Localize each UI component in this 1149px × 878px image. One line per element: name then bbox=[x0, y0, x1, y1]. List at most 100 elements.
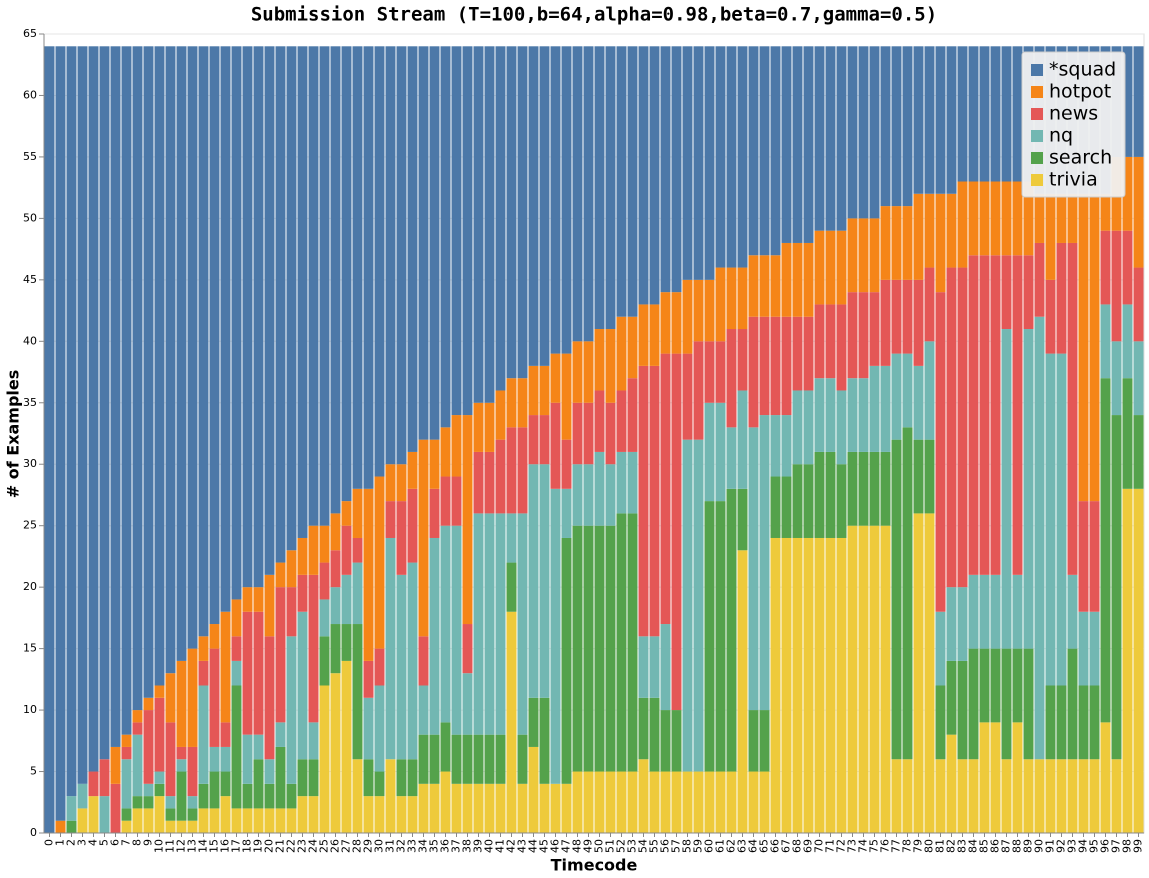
bar-segment bbox=[143, 783, 154, 797]
bar-segment bbox=[451, 415, 462, 477]
bar-segment bbox=[671, 292, 682, 354]
x-tick-label: 89 bbox=[1022, 839, 1035, 853]
bar-segment bbox=[253, 808, 264, 833]
bar-segment bbox=[1122, 304, 1133, 379]
bar-segment bbox=[836, 304, 847, 391]
bar-segment bbox=[825, 378, 836, 452]
bar-segment bbox=[1023, 181, 1034, 256]
x-tick-label: 91 bbox=[1044, 839, 1057, 853]
bar-segment bbox=[176, 759, 187, 772]
bar-segment bbox=[1045, 193, 1056, 280]
bar-segment bbox=[506, 611, 517, 833]
bar-segment bbox=[715, 402, 726, 502]
bar-segment bbox=[484, 402, 495, 452]
bar-segment bbox=[308, 796, 319, 833]
y-tick-label: 60 bbox=[23, 88, 37, 101]
bar-segment bbox=[891, 759, 902, 833]
bar-segment bbox=[836, 230, 847, 305]
bar-segment bbox=[781, 476, 792, 538]
bar-segment bbox=[858, 378, 869, 452]
y-tick-label: 15 bbox=[23, 642, 37, 655]
bar-segment bbox=[77, 783, 88, 809]
bar-segment bbox=[506, 513, 517, 563]
bar-segment bbox=[1122, 230, 1133, 305]
bar-segment bbox=[451, 734, 462, 784]
bar-segment bbox=[154, 46, 165, 686]
bar-segment bbox=[1067, 648, 1078, 760]
bar-segment bbox=[825, 230, 836, 305]
x-tick-label: 37 bbox=[450, 839, 463, 853]
bar-segment bbox=[913, 279, 924, 366]
x-tick-label: 94 bbox=[1077, 839, 1090, 853]
bar-segment bbox=[869, 365, 880, 452]
bar-segment bbox=[1012, 574, 1023, 649]
x-tick-label: 31 bbox=[384, 839, 397, 853]
bar-segment bbox=[803, 537, 814, 833]
bar-segment bbox=[264, 808, 275, 833]
bar-segment bbox=[363, 796, 374, 833]
x-tick-label: 41 bbox=[494, 839, 507, 853]
x-tick-label: 75 bbox=[868, 839, 881, 853]
bar-segment bbox=[715, 341, 726, 403]
x-tick-label: 80 bbox=[923, 839, 936, 853]
bar-segment bbox=[418, 46, 429, 440]
bar-segment bbox=[1078, 193, 1089, 502]
bar-segment bbox=[858, 525, 869, 833]
legend-swatch bbox=[1031, 108, 1043, 120]
bar-segment bbox=[132, 710, 143, 723]
bar-segment bbox=[110, 783, 121, 833]
y-tick-label: 50 bbox=[23, 211, 37, 224]
bar-segment bbox=[979, 574, 990, 649]
bar-segment bbox=[506, 378, 517, 428]
bar-segment bbox=[363, 697, 374, 760]
bar-segment bbox=[693, 341, 704, 440]
bar-segment bbox=[957, 181, 968, 268]
bar-segment bbox=[979, 648, 990, 723]
bar-segment bbox=[462, 734, 473, 784]
bar-segment bbox=[957, 267, 968, 588]
x-tick-label: 16 bbox=[219, 839, 232, 853]
x-tick-label: 27 bbox=[340, 839, 353, 853]
bar-segment bbox=[803, 464, 814, 538]
bar-segment bbox=[1089, 759, 1100, 833]
x-tick-label: 50 bbox=[593, 839, 606, 853]
bar-segment bbox=[385, 46, 396, 465]
bar-segment bbox=[759, 771, 770, 833]
x-tick-label: 46 bbox=[549, 839, 562, 853]
bar-segment bbox=[726, 329, 737, 428]
bar-segment bbox=[880, 525, 891, 833]
bar-segment bbox=[968, 759, 979, 833]
bar-segment bbox=[583, 525, 594, 772]
x-tick-label: 36 bbox=[439, 839, 452, 853]
x-tick-label: 78 bbox=[901, 839, 914, 853]
bar-segment bbox=[627, 378, 638, 452]
bar-segment bbox=[660, 46, 671, 293]
bar-segment bbox=[649, 365, 660, 637]
bar-segment bbox=[847, 378, 858, 452]
bar-segment bbox=[638, 365, 649, 637]
bar-segment bbox=[572, 771, 583, 833]
bar-segment bbox=[715, 501, 726, 772]
bar-segment bbox=[407, 562, 418, 760]
bar-segment bbox=[935, 292, 946, 612]
bar-segment bbox=[660, 771, 671, 833]
bar-segment bbox=[902, 206, 913, 280]
x-tick-label: 22 bbox=[285, 839, 298, 853]
bar-segment bbox=[187, 796, 198, 809]
bar-segment bbox=[341, 660, 352, 833]
bar-segment bbox=[594, 390, 605, 452]
bar-segment bbox=[231, 636, 242, 661]
bar-segment bbox=[286, 783, 297, 809]
bar-segment bbox=[418, 636, 429, 686]
x-tick-label: 69 bbox=[802, 839, 815, 853]
bar-segment bbox=[198, 783, 209, 809]
legend-label: nq bbox=[1049, 125, 1073, 147]
bar-segment bbox=[330, 673, 341, 833]
bar-segment bbox=[902, 427, 913, 760]
bar-segment bbox=[484, 451, 495, 514]
bar-segment bbox=[759, 46, 770, 256]
bar-segment bbox=[429, 783, 440, 833]
bar-segment bbox=[220, 771, 231, 797]
bar-segment bbox=[275, 46, 286, 563]
bar-segment bbox=[704, 279, 715, 342]
